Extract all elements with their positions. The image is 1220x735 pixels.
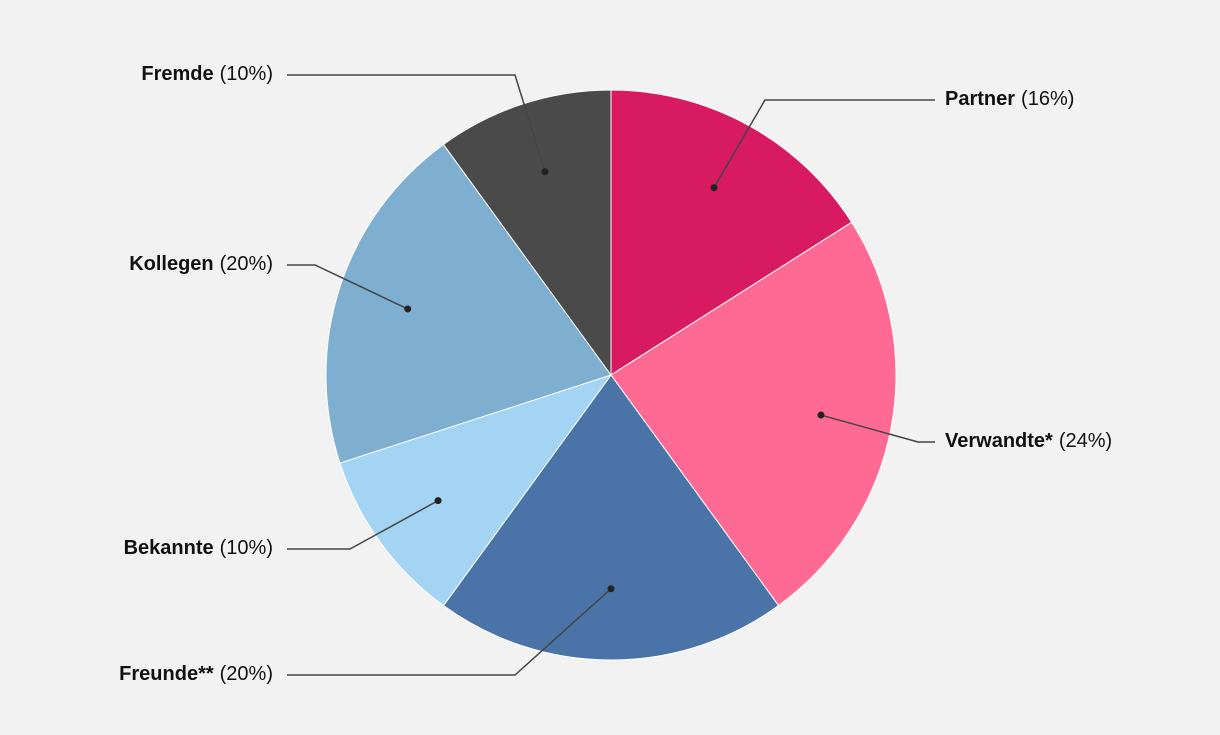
value-label: (10%) (220, 63, 273, 85)
category-label: Bekannte (124, 537, 214, 559)
slice-label: Fremde (10%) (141, 63, 273, 85)
leader-line (287, 74, 546, 172)
slice-label: Kollegen (20%) (129, 253, 273, 275)
leader-dot (434, 497, 442, 505)
leader-line (287, 264, 409, 310)
leader-line (820, 414, 935, 443)
pie-slice (325, 143, 612, 464)
leader-dot (817, 411, 825, 419)
pie-slice (610, 221, 897, 607)
pie-slice (339, 374, 613, 607)
slice-label: Freunde** (20%) (119, 663, 273, 685)
value-label: (24%) (1059, 430, 1112, 452)
leader-dot (710, 184, 718, 192)
leader-line (287, 499, 439, 550)
slice-label: Partner (16%) (945, 88, 1074, 110)
slice-label: Bekannte (10%) (124, 537, 273, 559)
category-label: Fremde (141, 63, 213, 85)
value-label: (10%) (220, 537, 273, 559)
leader-dot (404, 305, 412, 313)
category-label: Freunde** (119, 663, 214, 685)
value-label: (16%) (1021, 88, 1074, 110)
value-label: (20%) (220, 253, 273, 275)
pie-slice (442, 89, 612, 377)
category-label: Verwandte* (945, 430, 1053, 452)
pie-slice (442, 374, 780, 661)
leader-dot (541, 168, 549, 176)
pie-slice (610, 89, 853, 376)
value-label: (20%) (220, 663, 273, 685)
category-label: Kollegen (129, 253, 213, 275)
leader-line (713, 99, 935, 189)
category-label: Partner (945, 88, 1015, 110)
leader-dot (607, 585, 615, 593)
leader-line (287, 588, 612, 676)
slice-label: Verwandte* (24%) (945, 430, 1112, 452)
